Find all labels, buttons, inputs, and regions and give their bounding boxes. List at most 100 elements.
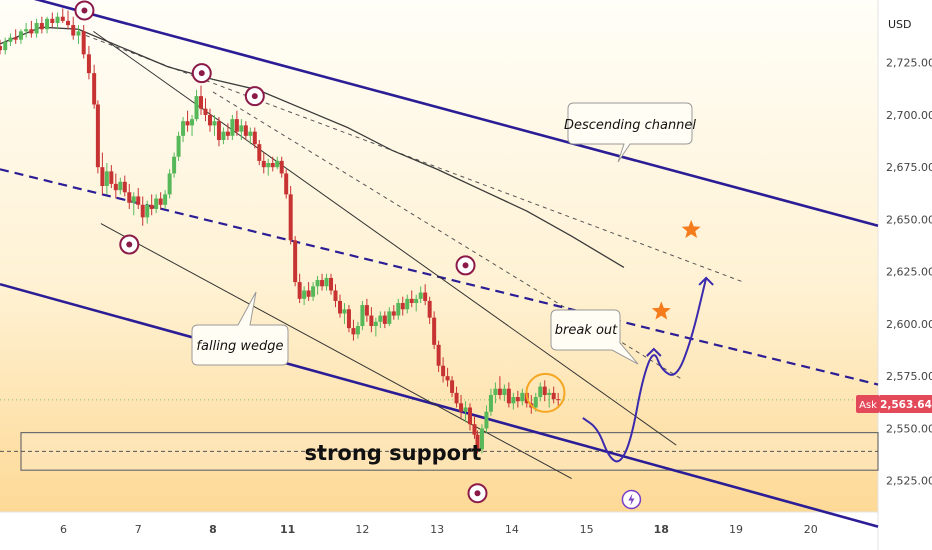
y-tick-label: 2,675.00	[886, 161, 932, 174]
candle-body	[279, 160, 284, 174]
candle-body	[140, 204, 145, 218]
candle-body	[373, 321, 378, 327]
candle-body	[547, 392, 552, 395]
dotted-trendline	[85, 35, 744, 283]
candle-body	[297, 282, 302, 299]
candle-body	[315, 280, 320, 287]
candle-body	[488, 394, 493, 412]
candle-body	[172, 156, 177, 174]
y-tick-label: 2,575.00	[886, 370, 932, 383]
candle-body	[122, 181, 127, 193]
descending-channel-label: Descending channel	[564, 118, 696, 133]
candle-body	[34, 22, 39, 34]
candle-body	[113, 183, 118, 191]
falling-wedge-bubble	[191, 291, 289, 366]
candle-body	[76, 31, 81, 36]
candle-body	[468, 407, 473, 425]
candle-body	[154, 198, 159, 209]
x-tick-label: 13	[430, 523, 444, 536]
candle-body	[409, 298, 414, 304]
candle-body	[396, 303, 401, 316]
channel-upper-line	[33, 0, 879, 227]
candle-body	[118, 181, 123, 191]
x-tick-label: 15	[580, 523, 594, 536]
candle-body	[203, 108, 208, 115]
candle-body	[100, 167, 105, 186]
candle-body	[3, 41, 8, 51]
candle-body	[136, 196, 141, 205]
candle-body	[207, 114, 212, 126]
candle-body	[533, 397, 538, 408]
candle-body	[450, 380, 455, 393]
candle-body	[436, 344, 441, 366]
channel-lower-line	[0, 282, 879, 528]
candles	[0, 8, 561, 454]
candle-body	[441, 365, 446, 377]
candle-body	[484, 411, 489, 429]
candle-body	[176, 135, 181, 157]
candle-body	[190, 119, 195, 126]
candle-body	[320, 280, 325, 287]
y-tick-label: 2,725.00	[886, 57, 932, 70]
x-tick-label: 7	[135, 523, 142, 536]
strong-support-label: strong support	[305, 441, 482, 465]
candle-body	[391, 311, 396, 316]
descending-channel-callout: Descending channel	[564, 102, 696, 163]
plot-background	[0, 0, 878, 512]
candle-body	[248, 131, 253, 136]
y-tick-label: 2,650.00	[886, 213, 932, 226]
candle-body	[497, 388, 502, 395]
candle-body	[502, 388, 507, 395]
candle-body	[423, 292, 428, 301]
candle-body	[221, 131, 226, 141]
candle-body	[506, 388, 511, 404]
candle-body	[270, 163, 275, 168]
candle-body	[127, 192, 132, 203]
candle-body	[39, 22, 44, 30]
candle-body	[369, 315, 374, 327]
candle-body	[71, 25, 76, 36]
candle-body	[459, 403, 464, 412]
candle-body	[293, 240, 298, 283]
candle-body	[167, 173, 172, 195]
candle-body	[216, 121, 221, 141]
ask-price-box	[880, 395, 932, 413]
ask-price-label[interactable]: Ask 2,563.64	[856, 395, 932, 413]
candle-body	[475, 434, 480, 450]
pivot-marker-dot	[251, 93, 258, 100]
candle-body	[556, 399, 561, 401]
candle-body	[378, 315, 383, 322]
candle-body	[463, 407, 468, 412]
candle-body	[239, 125, 244, 132]
candle-body	[261, 160, 266, 168]
target-star-icon	[651, 301, 671, 320]
ask-price-value: 2,563.64	[880, 399, 932, 411]
lightning-glyph	[628, 493, 635, 506]
ask-tag	[856, 395, 880, 413]
candle-body	[163, 194, 168, 205]
candle-body	[324, 277, 329, 287]
candle-body	[230, 119, 235, 136]
candle-body	[551, 392, 556, 400]
candle-body	[145, 204, 150, 218]
candle-body	[24, 29, 29, 32]
candle-body	[81, 31, 86, 55]
candle-body	[225, 131, 230, 136]
candle-body	[355, 326, 360, 335]
candle-body	[520, 392, 525, 402]
pivot-marker-dot	[462, 262, 469, 269]
candle-body	[257, 144, 262, 161]
candle-body	[252, 131, 257, 145]
x-tick-label: 18	[654, 523, 669, 536]
currency-label[interactable]: USD	[888, 18, 912, 31]
candle-body	[405, 298, 410, 310]
y-tick-label: 2,625.00	[886, 266, 932, 279]
x-tick-label: 20	[804, 523, 818, 536]
candle-body	[29, 29, 34, 34]
pivot-marker-dot	[81, 7, 88, 14]
candle-body	[65, 20, 70, 26]
ask-tag-text: Ask	[859, 400, 877, 411]
price-axis-panel[interactable]	[878, 0, 932, 512]
time-axis-panel[interactable]	[0, 512, 932, 550]
candle-body	[55, 16, 60, 23]
